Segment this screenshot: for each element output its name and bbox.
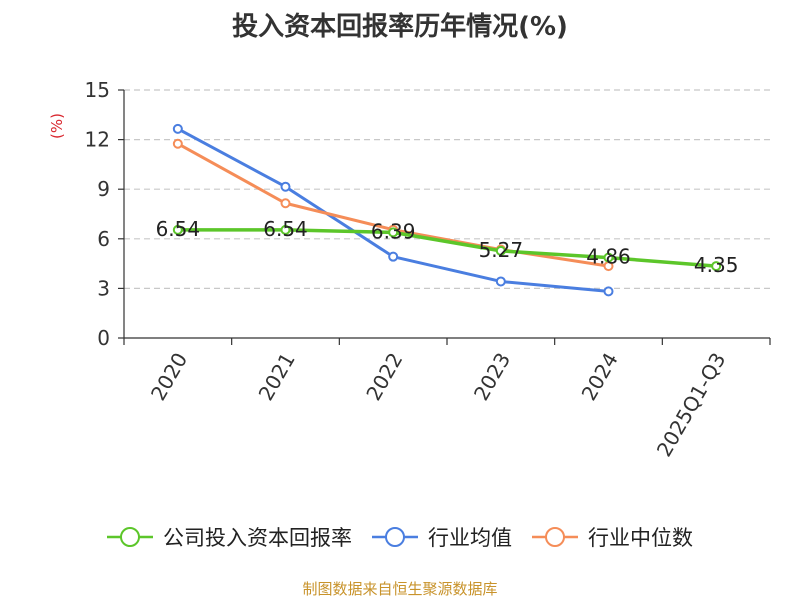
- data-label: 4.35: [694, 253, 739, 277]
- data-point-series-1: [603, 286, 614, 297]
- data-label: 6.39: [371, 219, 416, 243]
- legend-label: 公司投入资本回报率: [163, 526, 352, 550]
- x-tick-label: 2021: [254, 349, 300, 405]
- series-line-0: [177, 228, 717, 268]
- data-point-series-0: [495, 245, 506, 256]
- x-tick-label: 2024: [577, 349, 623, 405]
- data-label: 4.86: [586, 245, 631, 269]
- y-tick-label: 12: [85, 128, 110, 152]
- data-point-series-0: [172, 224, 183, 235]
- data-point-series-0: [388, 227, 399, 238]
- y-tick-label: 15: [85, 78, 110, 102]
- legend-label: 行业均值: [428, 526, 512, 550]
- data-point-series-2: [172, 138, 183, 149]
- chart-title: 投入资本回报率历年情况(%): [232, 12, 568, 42]
- data-point-series-1: [495, 276, 506, 287]
- data-point-series-1: [388, 251, 399, 262]
- y-tick-label: 3: [97, 276, 110, 300]
- data-point-series-0: [603, 252, 614, 263]
- data-point-series-1: [172, 123, 183, 134]
- data-label: 6.54: [263, 217, 308, 241]
- series-line-1: [177, 127, 609, 293]
- legend-marker: [545, 527, 565, 547]
- data-point-series-1: [280, 181, 291, 192]
- legend-label: 行业中位数: [588, 526, 693, 550]
- x-tick-label: 2023: [469, 349, 515, 405]
- data-point-series-0: [711, 261, 722, 272]
- legend-marker: [385, 527, 405, 547]
- legend-marker: [120, 527, 140, 547]
- data-label: 5.27: [479, 238, 524, 262]
- y-tick-label: 6: [97, 227, 110, 251]
- source-note: 制图数据来自恒生聚源数据库: [302, 580, 498, 598]
- x-tick-label: 2020: [146, 349, 192, 405]
- data-point-series-2: [280, 198, 291, 209]
- x-tick-label: 2025Q1-Q3: [652, 349, 731, 461]
- y-tick-label: 0: [97, 326, 110, 350]
- data-point-series-0: [280, 224, 291, 235]
- data-label: 6.54: [156, 217, 201, 241]
- y-tick-label: 9: [97, 177, 110, 201]
- x-tick-label: 2022: [361, 349, 407, 405]
- y-axis-unit-label: (%): [48, 113, 66, 139]
